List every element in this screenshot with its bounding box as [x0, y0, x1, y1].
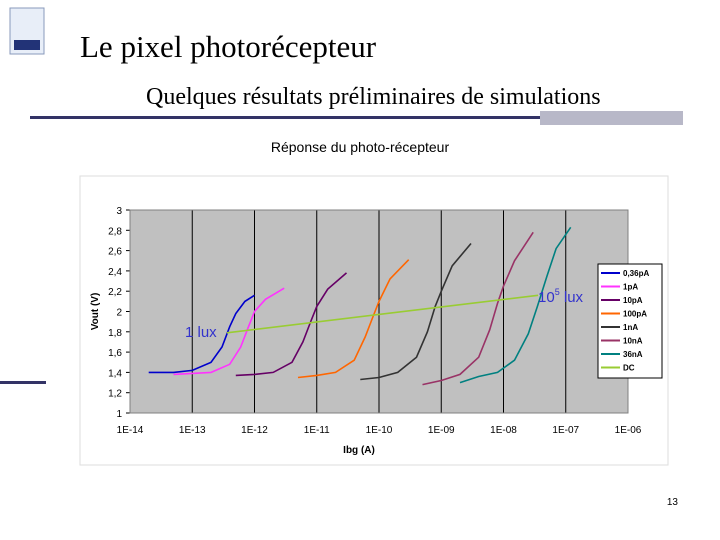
annotation-part: 5	[555, 287, 560, 297]
x-tick-label: 1E-09	[428, 425, 455, 436]
side-rule	[0, 381, 46, 384]
legend-label: 1pA	[623, 283, 638, 292]
series-line	[297, 259, 410, 379]
legend-label: 10nA	[623, 337, 643, 346]
y-tick-label: 1,6	[108, 348, 122, 359]
x-axis-label: Ibg (A)	[343, 445, 375, 456]
y-axis-label: Vout (V)	[90, 293, 101, 331]
x-tick-label: 1E-07	[552, 425, 579, 436]
series-line	[459, 226, 572, 384]
legend-box	[597, 263, 663, 379]
y-tick-label: 2,8	[108, 226, 122, 237]
y-tick-label: 1,2	[108, 389, 122, 400]
legend-label: 0,36pA	[623, 269, 649, 278]
series-line	[173, 287, 285, 376]
x-tick-label: 1E-11	[304, 425, 330, 436]
x-tick-label: 1E-14	[117, 425, 144, 436]
y-tick-label: 2	[116, 308, 122, 319]
x-tick-label: 1E-06	[615, 425, 642, 436]
x-tick-label: 1E-12	[241, 425, 268, 436]
annotation: 1 lux	[185, 324, 217, 341]
x-tick-label: 1E-08	[490, 425, 517, 436]
series-line	[226, 294, 539, 334]
y-tick-label: 2,6	[108, 247, 122, 258]
series-line	[148, 294, 255, 374]
legend-label: 36nA	[623, 350, 643, 359]
legend-label: 10pA	[623, 296, 643, 305]
rule	[30, 116, 540, 119]
legend-label: 100pA	[623, 310, 647, 319]
legend-label: 1nA	[623, 323, 638, 332]
logo-band	[14, 40, 40, 50]
series-line	[235, 272, 348, 377]
chart-title: Réponse du photo-récepteur	[271, 139, 450, 155]
rule-box	[540, 111, 683, 125]
annotation-part: 10	[538, 289, 555, 306]
series-line	[360, 242, 472, 381]
annotation-part: lux	[560, 289, 584, 306]
y-tick-label: 3	[116, 206, 122, 217]
x-tick-label: 1E-13	[179, 425, 206, 436]
legend-label: DC	[623, 364, 635, 373]
page-number: 13	[667, 497, 679, 508]
slide-title: Le pixel photorécepteur	[80, 29, 377, 64]
x-tick-label: 1E-10	[366, 425, 393, 436]
plot: 1E-14 1E-13 1E-12 1E-11 1E-10 1E-09 1E-08 1E-07…	[90, 206, 663, 456]
slide-subtitle: Quelques résultats préliminaires de simu…	[146, 84, 601, 110]
y-tick-label: 1,8	[108, 328, 122, 339]
series-line	[422, 231, 534, 386]
annotation: 105 lux	[538, 287, 584, 306]
y-tick-label: 1	[116, 409, 122, 420]
y-tick-label: 1,4	[108, 368, 122, 379]
y-tick-label: 2,4	[108, 267, 122, 278]
y-tick-label: 2,2	[108, 287, 122, 298]
